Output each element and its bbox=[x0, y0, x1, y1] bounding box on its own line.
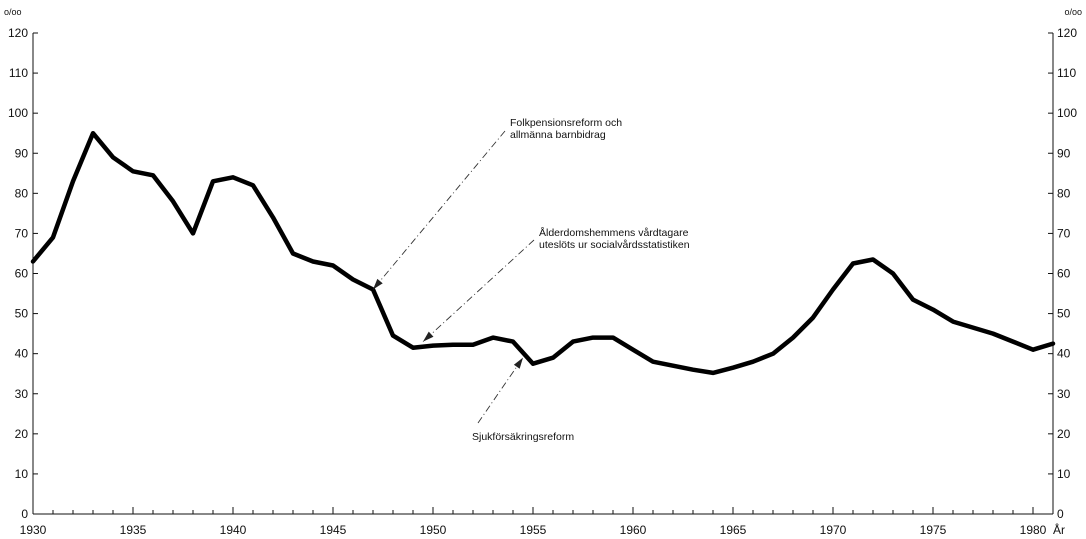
y-tick-label-left: 20 bbox=[15, 427, 29, 441]
y-tick-label-right: 90 bbox=[1057, 146, 1071, 160]
y-tick-label-left: 30 bbox=[15, 387, 29, 401]
x-tick-label: 1965 bbox=[720, 523, 747, 537]
annotation-arrow bbox=[422, 239, 535, 342]
y-axis-left-unit-label: o/oo bbox=[4, 7, 22, 17]
y-tick-label-right: 80 bbox=[1057, 186, 1071, 200]
y-tick-label-right: 40 bbox=[1057, 347, 1071, 361]
y-tick-label-right: 100 bbox=[1057, 106, 1077, 120]
x-axis-ticks: 1930 1935 1940 1945 1950 1955 1960 1965 1970 1975… bbox=[20, 507, 1054, 537]
y-tick-label-left: 70 bbox=[15, 226, 29, 240]
y-tick-label-left: 10 bbox=[15, 467, 29, 481]
y-tick-label-right: 20 bbox=[1057, 427, 1071, 441]
x-tick-label: 1960 bbox=[620, 523, 647, 537]
y-tick-label-right: 0 bbox=[1057, 507, 1064, 521]
x-axis-label: År bbox=[1053, 522, 1065, 537]
y-tick-label-left: 90 bbox=[15, 146, 29, 160]
y-tick-label-left: 110 bbox=[9, 66, 28, 80]
x-tick-label: 1980 bbox=[1020, 523, 1047, 537]
annotation-arrow bbox=[372, 130, 506, 290]
annotation-text: Folkpensionsreform och allmänna barnbidra… bbox=[510, 117, 622, 141]
y-tick-label-right: 110 bbox=[1057, 66, 1076, 80]
annotation-arrow bbox=[477, 357, 524, 424]
y-tick-label-right: 50 bbox=[1057, 307, 1071, 321]
y-tick-label-left: 100 bbox=[8, 106, 28, 120]
y-tick-label-left: 0 bbox=[21, 507, 28, 521]
annotation-arrowhead bbox=[423, 331, 434, 342]
y-tick-label-right: 120 bbox=[1057, 26, 1077, 40]
y-tick-label-right: 30 bbox=[1057, 387, 1071, 401]
y-tick-label-left: 50 bbox=[15, 307, 29, 321]
x-tick-label: 1975 bbox=[920, 523, 947, 537]
x-tick-label: 1935 bbox=[120, 523, 147, 537]
y-tick-label-left: 60 bbox=[15, 267, 29, 281]
chart-axes: o/oo o/oo År bbox=[4, 7, 1082, 537]
y-tick-label-right: 10 bbox=[1057, 467, 1071, 481]
x-tick-label: 1940 bbox=[220, 523, 247, 537]
x-tick-label: 1970 bbox=[820, 523, 847, 537]
annotation-text: Ålderdomshemmens vårdtagare uteslöts ur s… bbox=[539, 226, 690, 251]
x-tick-label: 1945 bbox=[320, 523, 347, 537]
annotation-arrowhead bbox=[513, 357, 523, 369]
y-tick-label-left: 40 bbox=[15, 347, 29, 361]
y-axis-right-ticks: 0 10 20 30 40 50 60 70 80 90 100 110 120 bbox=[1048, 26, 1077, 521]
y-axis-left-ticks: 0 10 20 30 40 50 60 70 80 90 100 110 120 bbox=[8, 26, 38, 521]
x-tick-label: 1955 bbox=[520, 523, 547, 537]
annotations: Folkpensionsreform och allmänna barnbidra… bbox=[372, 117, 690, 443]
y-tick-label-right: 60 bbox=[1057, 267, 1071, 281]
y-axis-right-unit-label: o/oo bbox=[1064, 7, 1082, 17]
data-series bbox=[30, 130, 1056, 376]
x-tick-label: 1950 bbox=[420, 523, 447, 537]
y-tick-label-right: 70 bbox=[1057, 226, 1071, 240]
x-tick-label: 1930 bbox=[20, 523, 47, 537]
annotation-arrowhead bbox=[373, 278, 383, 290]
y-tick-label-left: 120 bbox=[8, 26, 28, 40]
annotation-text: Sjukförsäkringsreform bbox=[472, 431, 574, 443]
y-tick-label-left: 80 bbox=[15, 186, 29, 200]
series-line bbox=[30, 130, 1056, 376]
